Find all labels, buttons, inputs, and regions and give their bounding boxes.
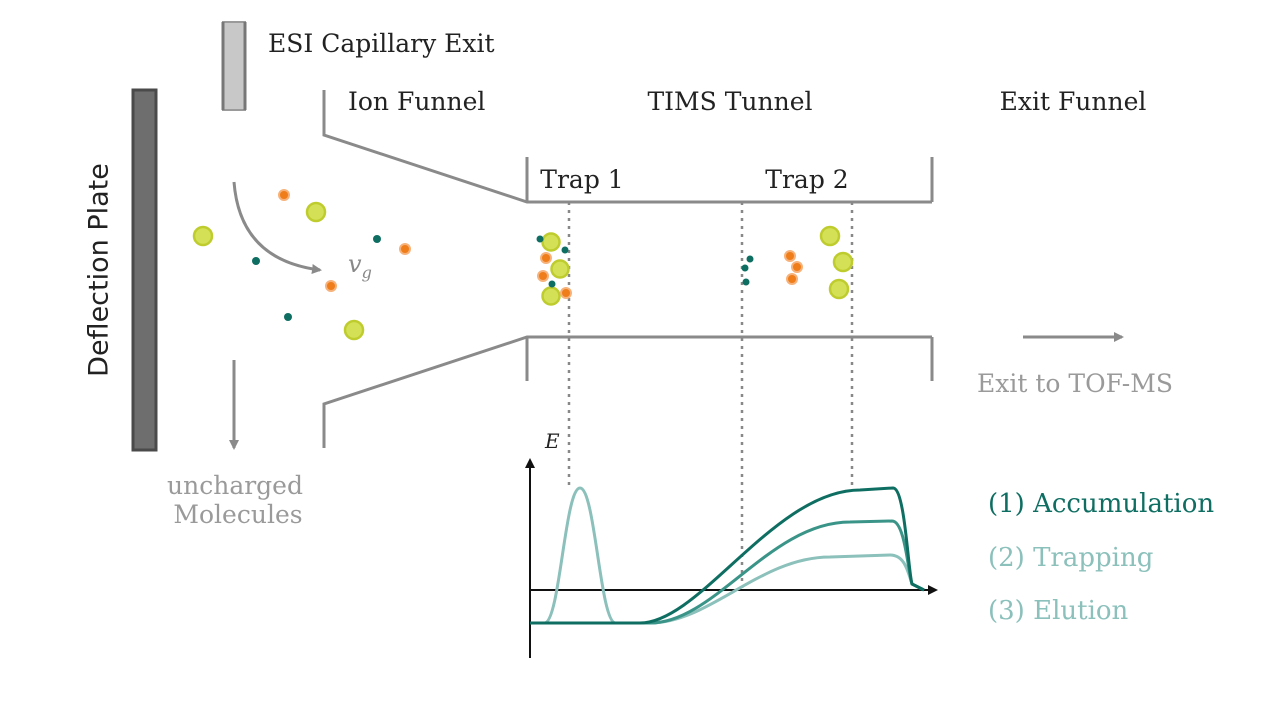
ion-medium: [325, 280, 337, 292]
uncharged-label-line1: uncharged: [167, 471, 303, 500]
ion-large: [828, 278, 850, 300]
ion-medium: [784, 250, 796, 262]
ion-large: [832, 251, 854, 273]
curve-trapping: [530, 519, 925, 625]
ion-large: [541, 286, 561, 306]
esi-capillary: [222, 21, 246, 111]
ion-large: [192, 225, 214, 247]
ion-small: [548, 280, 556, 288]
legend-trapping: (2) Trapping: [988, 543, 1153, 573]
trap1-ions: [536, 232, 572, 306]
ion-small: [536, 235, 544, 243]
ion-small: [561, 246, 569, 254]
esi-capillary-label: ESI Capillary Exit: [268, 29, 495, 58]
trap2-ions: [741, 225, 854, 300]
ion-medium: [537, 270, 549, 282]
exit-funnel-label: Exit Funnel: [1000, 87, 1147, 116]
curve-elution: [530, 553, 925, 625]
deflection-plate-label: Deflection Plate: [84, 163, 115, 377]
legend-accumulation: (1) Accumulation: [988, 489, 1214, 519]
ion-small: [742, 278, 750, 286]
ion-medium: [791, 261, 803, 273]
ion-medium: [560, 287, 572, 299]
trap2-label: Trap 2: [765, 165, 848, 194]
legend: (1) Accumulation (2) Trapping (3) Elutio…: [988, 489, 1214, 626]
ion-small: [746, 255, 754, 263]
deflection-plate: [131, 88, 158, 452]
ion-large: [305, 201, 327, 223]
tims-tunnel-label: TIMS Tunnel: [648, 87, 813, 116]
ion-small: [284, 313, 292, 321]
ion-large: [819, 225, 841, 247]
ion-small: [252, 257, 260, 265]
ion-medium: [540, 252, 552, 264]
ion-large: [343, 319, 365, 341]
ion-funnel: [322, 90, 932, 448]
legend-elution: (3) Elution: [988, 596, 1129, 626]
energy-axis-label: E: [544, 429, 560, 453]
tims-tunnel: [525, 157, 934, 381]
trap1-label: Trap 1: [540, 165, 623, 194]
ion-large: [550, 259, 570, 279]
exit-tof-label: Exit to TOF-MS: [977, 369, 1173, 398]
energy-plot: E: [525, 429, 938, 658]
uncharged-label-line2: Molecules: [173, 500, 302, 529]
ion-small: [373, 235, 381, 243]
source-ions: [192, 189, 411, 341]
gas-velocity-label: vg: [348, 250, 372, 282]
gas-flow-arrow: [232, 181, 322, 274]
ion-large: [541, 232, 561, 252]
ion-medium: [278, 189, 290, 201]
ion-medium: [399, 243, 411, 255]
accumulation-pulse: [530, 486, 626, 625]
ion-small: [741, 264, 749, 272]
curve-accumulation: [530, 486, 925, 625]
ion-medium: [786, 273, 798, 285]
ion-funnel-label: Ion Funnel: [348, 87, 485, 116]
